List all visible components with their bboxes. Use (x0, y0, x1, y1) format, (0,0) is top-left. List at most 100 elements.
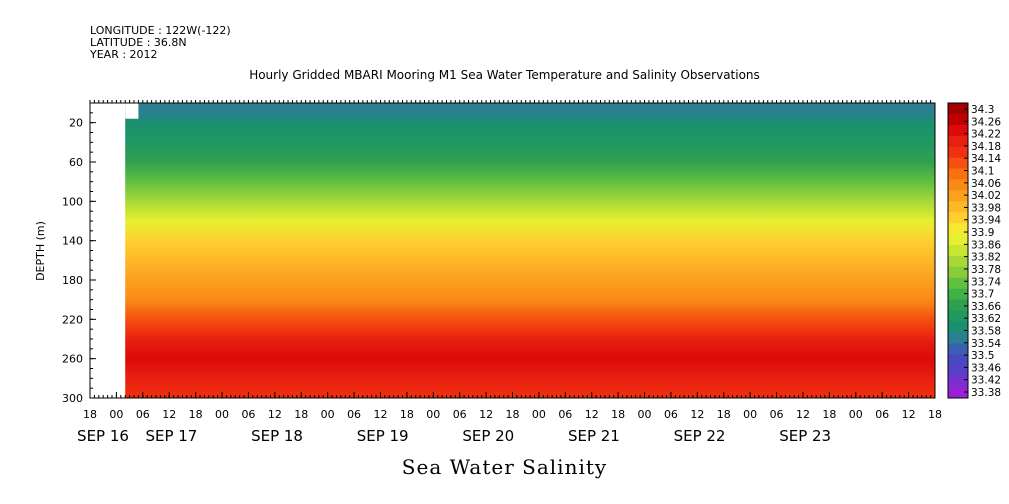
x-date-label: SEP 19 (357, 427, 409, 445)
colorbar-swatch (948, 124, 968, 137)
colorbar-tick-label: 34.06 (971, 178, 1001, 190)
x-hour-tick: 12 (373, 408, 387, 421)
x-date-label: SEP 23 (779, 427, 831, 445)
y-tick-label: 100 (62, 195, 83, 208)
colorbar-tick-label: 33.5 (971, 350, 994, 362)
x-date-label: SEP 16 (77, 427, 129, 445)
colorbar-tick-label: 33.78 (971, 264, 1001, 276)
x-hour-tick: 00 (743, 408, 757, 421)
colorbar-tick-label: 33.62 (971, 313, 1001, 325)
colorbar-swatch (948, 354, 968, 366)
colorbar-tick-label: 33.9 (971, 227, 994, 239)
colorbar-swatch (948, 255, 968, 268)
x-date-label: SEP 21 (568, 427, 620, 445)
colorbar-swatch (948, 245, 968, 257)
colorbar-swatch (948, 135, 968, 148)
colorbar-tick-label: 34.14 (971, 153, 1001, 165)
colorbar-tick-label: 33.58 (971, 325, 1001, 337)
x-hour-tick: 06 (453, 408, 467, 421)
colorbar-swatch (948, 234, 968, 246)
colorbar-swatch (948, 146, 968, 159)
x-date-label: SEP 20 (462, 427, 514, 445)
y-axis: 20 60 100 140 180 220 260 300 DEPTH (m) (34, 102, 96, 405)
y-axis-title: DEPTH (m) (34, 221, 47, 281)
colorbar-swatch (948, 168, 968, 180)
x-hour-tick: 18 (611, 408, 625, 421)
salinity-field (90, 103, 935, 398)
colorbar-swatch (948, 310, 968, 323)
x-hour-tick: 06 (558, 408, 572, 421)
colorbar-tick-label: 33.38 (971, 387, 1001, 399)
x-hour-tick: 12 (690, 408, 704, 421)
x-hour-tick: 06 (241, 408, 255, 421)
y-tick-label: 60 (69, 156, 83, 169)
colorbar-tick-label: 33.98 (971, 202, 1001, 214)
x-hour-tick: 18 (189, 408, 203, 421)
colorbar-swatch (948, 343, 968, 355)
x-hour-tick: 12 (479, 408, 493, 421)
colorbar-swatch (948, 288, 968, 301)
colorbar-swatch (948, 321, 968, 333)
y-tick-label: 220 (62, 313, 83, 326)
x-hour-tick: 18 (294, 408, 308, 421)
x-hour-tick: 18 (83, 408, 97, 421)
longitude-label: LONGITUDE : 122W(-122) (90, 24, 231, 37)
colorbar-tick-label: 34.26 (971, 116, 1001, 128)
x-hour-tick: 12 (162, 408, 176, 421)
latitude-label: LATITUDE : 36.8N (90, 36, 187, 49)
x-hour-tick: 12 (268, 408, 282, 421)
x-hour-tick: 00 (109, 408, 123, 421)
x-hour-tick: 06 (664, 408, 678, 421)
x-hour-tick: 00 (532, 408, 546, 421)
y-tick-label: 20 (69, 117, 83, 130)
x-hour-tick: 18 (822, 408, 836, 421)
x-hour-tick: 00 (638, 408, 652, 421)
y-tick-label: 300 (62, 392, 83, 405)
y-tick-label: 260 (62, 353, 83, 366)
colorbar-swatch (948, 223, 968, 235)
colorbar-swatch (948, 157, 968, 170)
x-date-label: SEP 22 (674, 427, 726, 445)
x-hour-tick: 00 (215, 408, 229, 421)
colorbar-tick-label: 33.82 (971, 252, 1001, 264)
x-hour-tick: 18 (717, 408, 731, 421)
x-hour-tick: 00 (849, 408, 863, 421)
x-hour-tick: 00 (426, 408, 440, 421)
x-hour-tick: 12 (902, 408, 916, 421)
y-tick-label: 180 (62, 274, 83, 287)
colorbar-swatch (948, 190, 968, 202)
colorbar-tick-label: 33.54 (971, 338, 1001, 350)
x-hour-tick: 06 (770, 408, 784, 421)
x-hour-tick: 12 (585, 408, 599, 421)
x-hour-tick: 06 (136, 408, 150, 421)
no-data-mask (125, 103, 139, 119)
colorbar-tick-label: 34.22 (971, 129, 1001, 141)
x-date-label: SEP 18 (251, 427, 303, 445)
x-hour-tick: 18 (400, 408, 414, 421)
x-hour-tick: 18 (506, 408, 520, 421)
x-hour-tick: 06 (347, 408, 361, 421)
colorbar-swatch (948, 212, 968, 224)
x-axis-title: Sea Water Salinity (401, 455, 608, 479)
no-data-mask (90, 103, 126, 398)
colorbar-swatch (948, 179, 968, 191)
x-axis: 18 00 06 12 18 00 06 12 18 00 06 12 18 00 06 12 18 00 06 12… (77, 100, 942, 445)
colorbar-tick-label: 33.42 (971, 375, 1001, 387)
colorbar-swatch (948, 201, 968, 213)
colorbar-tick-label: 33.66 (971, 301, 1001, 313)
year-label: YEAR : 2012 (90, 48, 158, 61)
x-hour-tick: 06 (875, 408, 889, 421)
colorbar-tick-label: 34.1 (971, 166, 994, 178)
colorbar-swatch (948, 376, 968, 388)
colorbar-tick-label: 33.46 (971, 362, 1001, 374)
plot-area (89, 102, 936, 399)
colorbar-tick-label: 33.86 (971, 239, 1001, 251)
colorbar-swatch (948, 277, 968, 290)
colorbar-swatch (948, 299, 968, 312)
colorbar-tick-label: 33.94 (971, 215, 1001, 227)
y-tick-label: 140 (62, 235, 83, 248)
colorbar-tick-label: 33.7 (971, 289, 994, 301)
colorbar-swatch (948, 113, 968, 126)
colorbar-tick-label: 34.3 (971, 104, 994, 116)
